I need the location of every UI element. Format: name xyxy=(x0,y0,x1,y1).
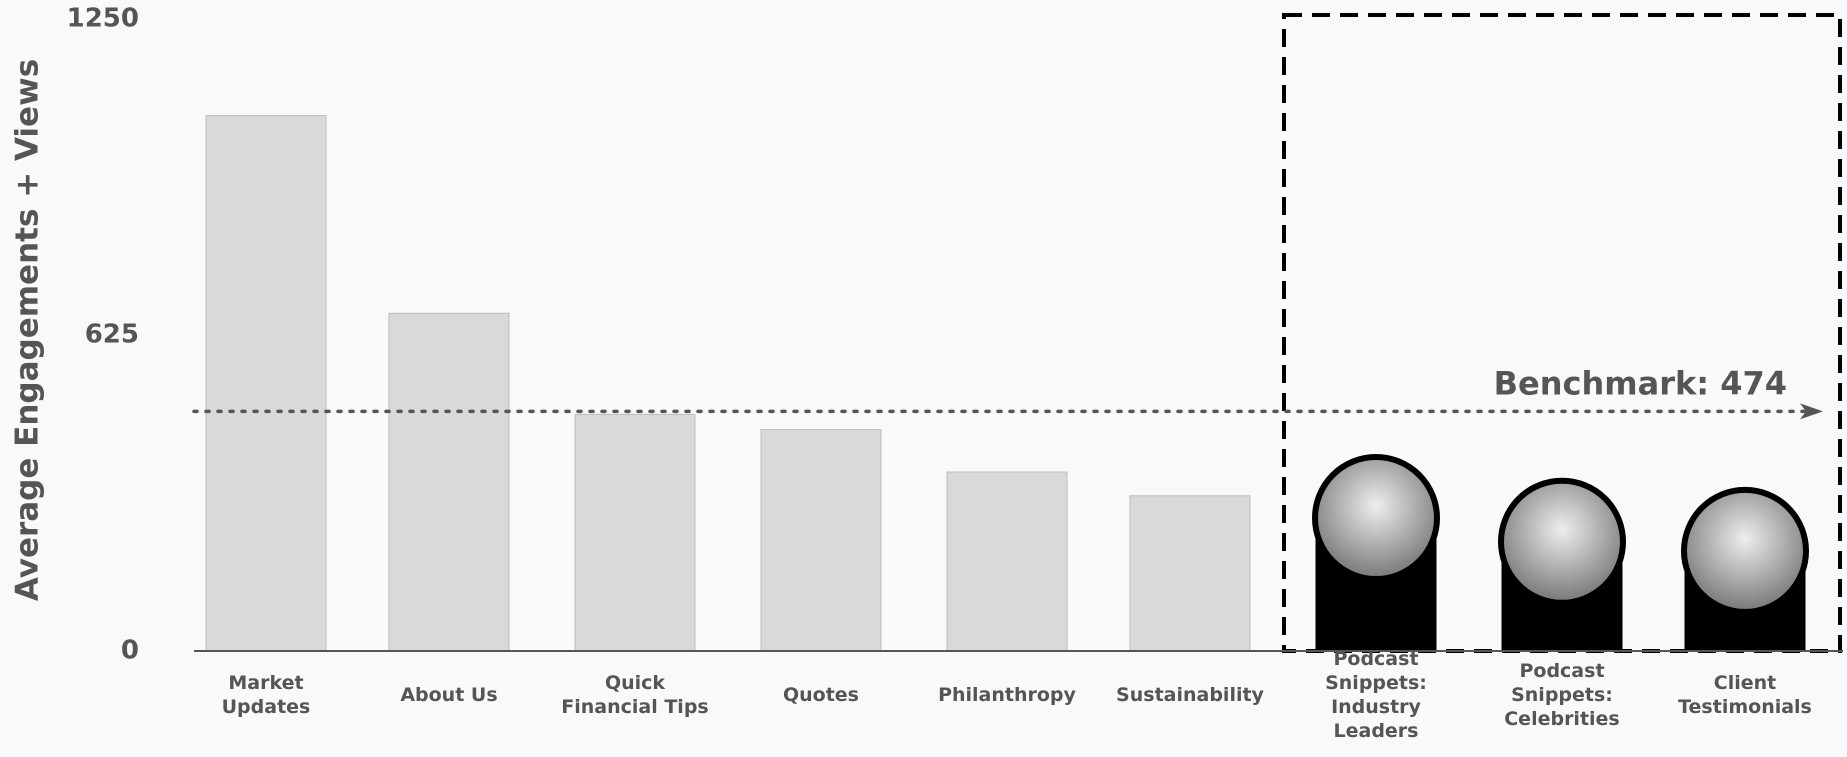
bar xyxy=(205,115,327,652)
x-tick-label: Client Testimonials xyxy=(1678,672,1812,718)
y-tick-label: 1250 xyxy=(67,4,139,34)
x-tick-label: Quick Financial Tips xyxy=(561,672,709,718)
bar xyxy=(760,429,882,652)
x-tick-label: Philanthropy xyxy=(938,684,1076,706)
thumbnail xyxy=(1681,486,1809,615)
x-tick-label: Podcast Snippets: Celebrities xyxy=(1504,660,1620,730)
benchmark-label: Benchmark: 474 xyxy=(1494,364,1787,402)
x-tick-label: About Us xyxy=(400,684,498,706)
y-axis-title: Average Engagements + Views xyxy=(10,59,46,601)
bar xyxy=(388,312,510,652)
x-tick-label: Podcast Snippets: Industry Leaders xyxy=(1325,648,1427,742)
x-tick-label: Sustainability xyxy=(1116,684,1264,706)
benchmark-arrow xyxy=(1800,403,1823,420)
bar xyxy=(574,413,696,652)
y-tick-label: 625 xyxy=(85,320,139,350)
thumbnail xyxy=(1498,477,1626,606)
thumbnail xyxy=(1312,454,1440,583)
bar xyxy=(1129,495,1251,652)
x-tick-label: Market Updates xyxy=(221,672,311,718)
bar xyxy=(946,471,1068,652)
y-tick-label: 0 xyxy=(121,636,139,666)
x-tick-label: Quotes xyxy=(782,684,859,706)
